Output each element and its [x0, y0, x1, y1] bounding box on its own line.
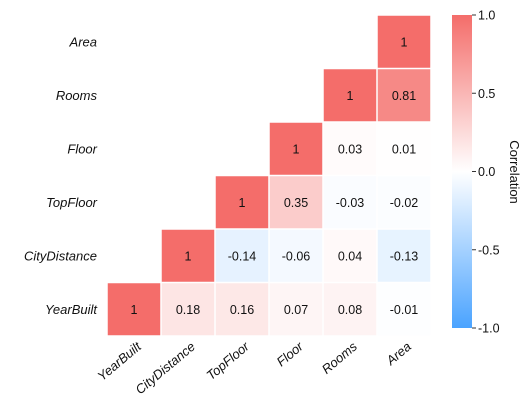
cell-value-label: 0.07 [284, 303, 308, 317]
cell-value-label: 0.16 [230, 303, 254, 317]
heatmap-cell-YearBuilt-Floor [269, 283, 323, 336]
colorbar-gradient [452, 15, 472, 328]
cell-value-label: -0.06 [282, 249, 311, 263]
row-label-TopFloor: TopFloor [46, 195, 97, 210]
heatmap-cell-YearBuilt-TopFloor [215, 283, 269, 336]
column-label-Area: Area [382, 339, 413, 369]
column-label-CityDistance: CityDistance [132, 339, 198, 397]
heatmap-cell-Rooms-Rooms [323, 69, 377, 122]
cell-value-label: 1 [347, 89, 354, 103]
cell-value-label: 0.01 [392, 142, 416, 156]
heatmap-cell-CityDistance-Area [377, 229, 431, 282]
cell-value-label: -0.02 [390, 196, 419, 210]
heatmap-cell-CityDistance-CityDistance [161, 229, 215, 282]
heatmap-cell-CityDistance-Rooms [323, 229, 377, 282]
heatmap-cell-Floor-Rooms [323, 122, 377, 175]
heatmap-cell-TopFloor-Area [377, 176, 431, 229]
colorbar: 1.0 0.5 0.0 -0.5 -1.0 [452, 9, 500, 336]
colorbar-tick-label: -0.5 [478, 243, 500, 257]
column-label-Rooms: Rooms [319, 338, 361, 376]
cell-value-label: 1 [239, 196, 246, 210]
heatmap-cell-Area-Area [377, 15, 431, 68]
heatmap-cell-Floor-Floor [269, 122, 323, 175]
colorbar-tick-label: 0.5 [478, 87, 495, 101]
cell-value-label: 0.04 [338, 249, 362, 263]
row-label-Area: Area [69, 34, 97, 49]
cell-value-label: 0.03 [338, 142, 362, 156]
cell-value-label: 1 [293, 142, 300, 156]
row-label-CityDistance: CityDistance [24, 248, 97, 263]
cell-value-label: -0.03 [336, 196, 365, 210]
cell-value-label: -0.14 [228, 249, 257, 263]
cell-value-label: -0.13 [390, 249, 419, 263]
heatmap-cell-YearBuilt-CityDistance [161, 283, 215, 336]
heatmap-cell-CityDistance-Floor [269, 229, 323, 282]
heatmap-cell-TopFloor-TopFloor [215, 176, 269, 229]
cell-value-label: 0.08 [338, 303, 362, 317]
colorbar-tick-label: -1.0 [478, 322, 500, 336]
heatmap-cell-CityDistance-TopFloor [215, 229, 269, 282]
cell-value-label: 0.81 [392, 89, 416, 103]
cell-value-label: 1 [401, 35, 408, 49]
cell-value-label: 0.18 [176, 303, 200, 317]
colorbar-tick-label: 1.0 [478, 9, 495, 23]
colorbar-title: Correlation [507, 140, 522, 204]
column-label-TopFloor: TopFloor [203, 338, 252, 383]
heatmap-cell-YearBuilt-YearBuilt [107, 283, 161, 336]
column-label-Floor: Floor [274, 338, 307, 369]
row-label-Floor: Floor [67, 141, 97, 156]
cell-value-label: 1 [185, 249, 192, 263]
row-labels: Area Rooms Floor TopFloor CityDistance YearBu… [24, 34, 98, 317]
heatmap-cell-Floor-Area [377, 122, 431, 175]
heatmap-cell-YearBuilt-Area [377, 283, 431, 336]
row-label-YearBuilt: YearBuilt [45, 302, 98, 317]
cell-value-label: 0.35 [284, 196, 308, 210]
colorbar-tick-label: 0.0 [478, 165, 495, 179]
heatmap-cell-Rooms-Area [377, 69, 431, 122]
heatmap-cell-TopFloor-Floor [269, 176, 323, 229]
heatmap-cell-YearBuilt-Rooms [323, 283, 377, 336]
heatmap-cell-TopFloor-Rooms [323, 176, 377, 229]
cell-value-label: 1 [131, 303, 138, 317]
column-label-YearBuilt: YearBuilt [94, 338, 145, 384]
cell-value-label: -0.01 [390, 303, 419, 317]
heatmap-cells: 1 1 0.81 1 0.03 0.01 1 0.35 -0.03 -0.02 1 -0.14 -0.0… [107, 15, 431, 336]
row-label-Rooms: Rooms [56, 88, 98, 103]
